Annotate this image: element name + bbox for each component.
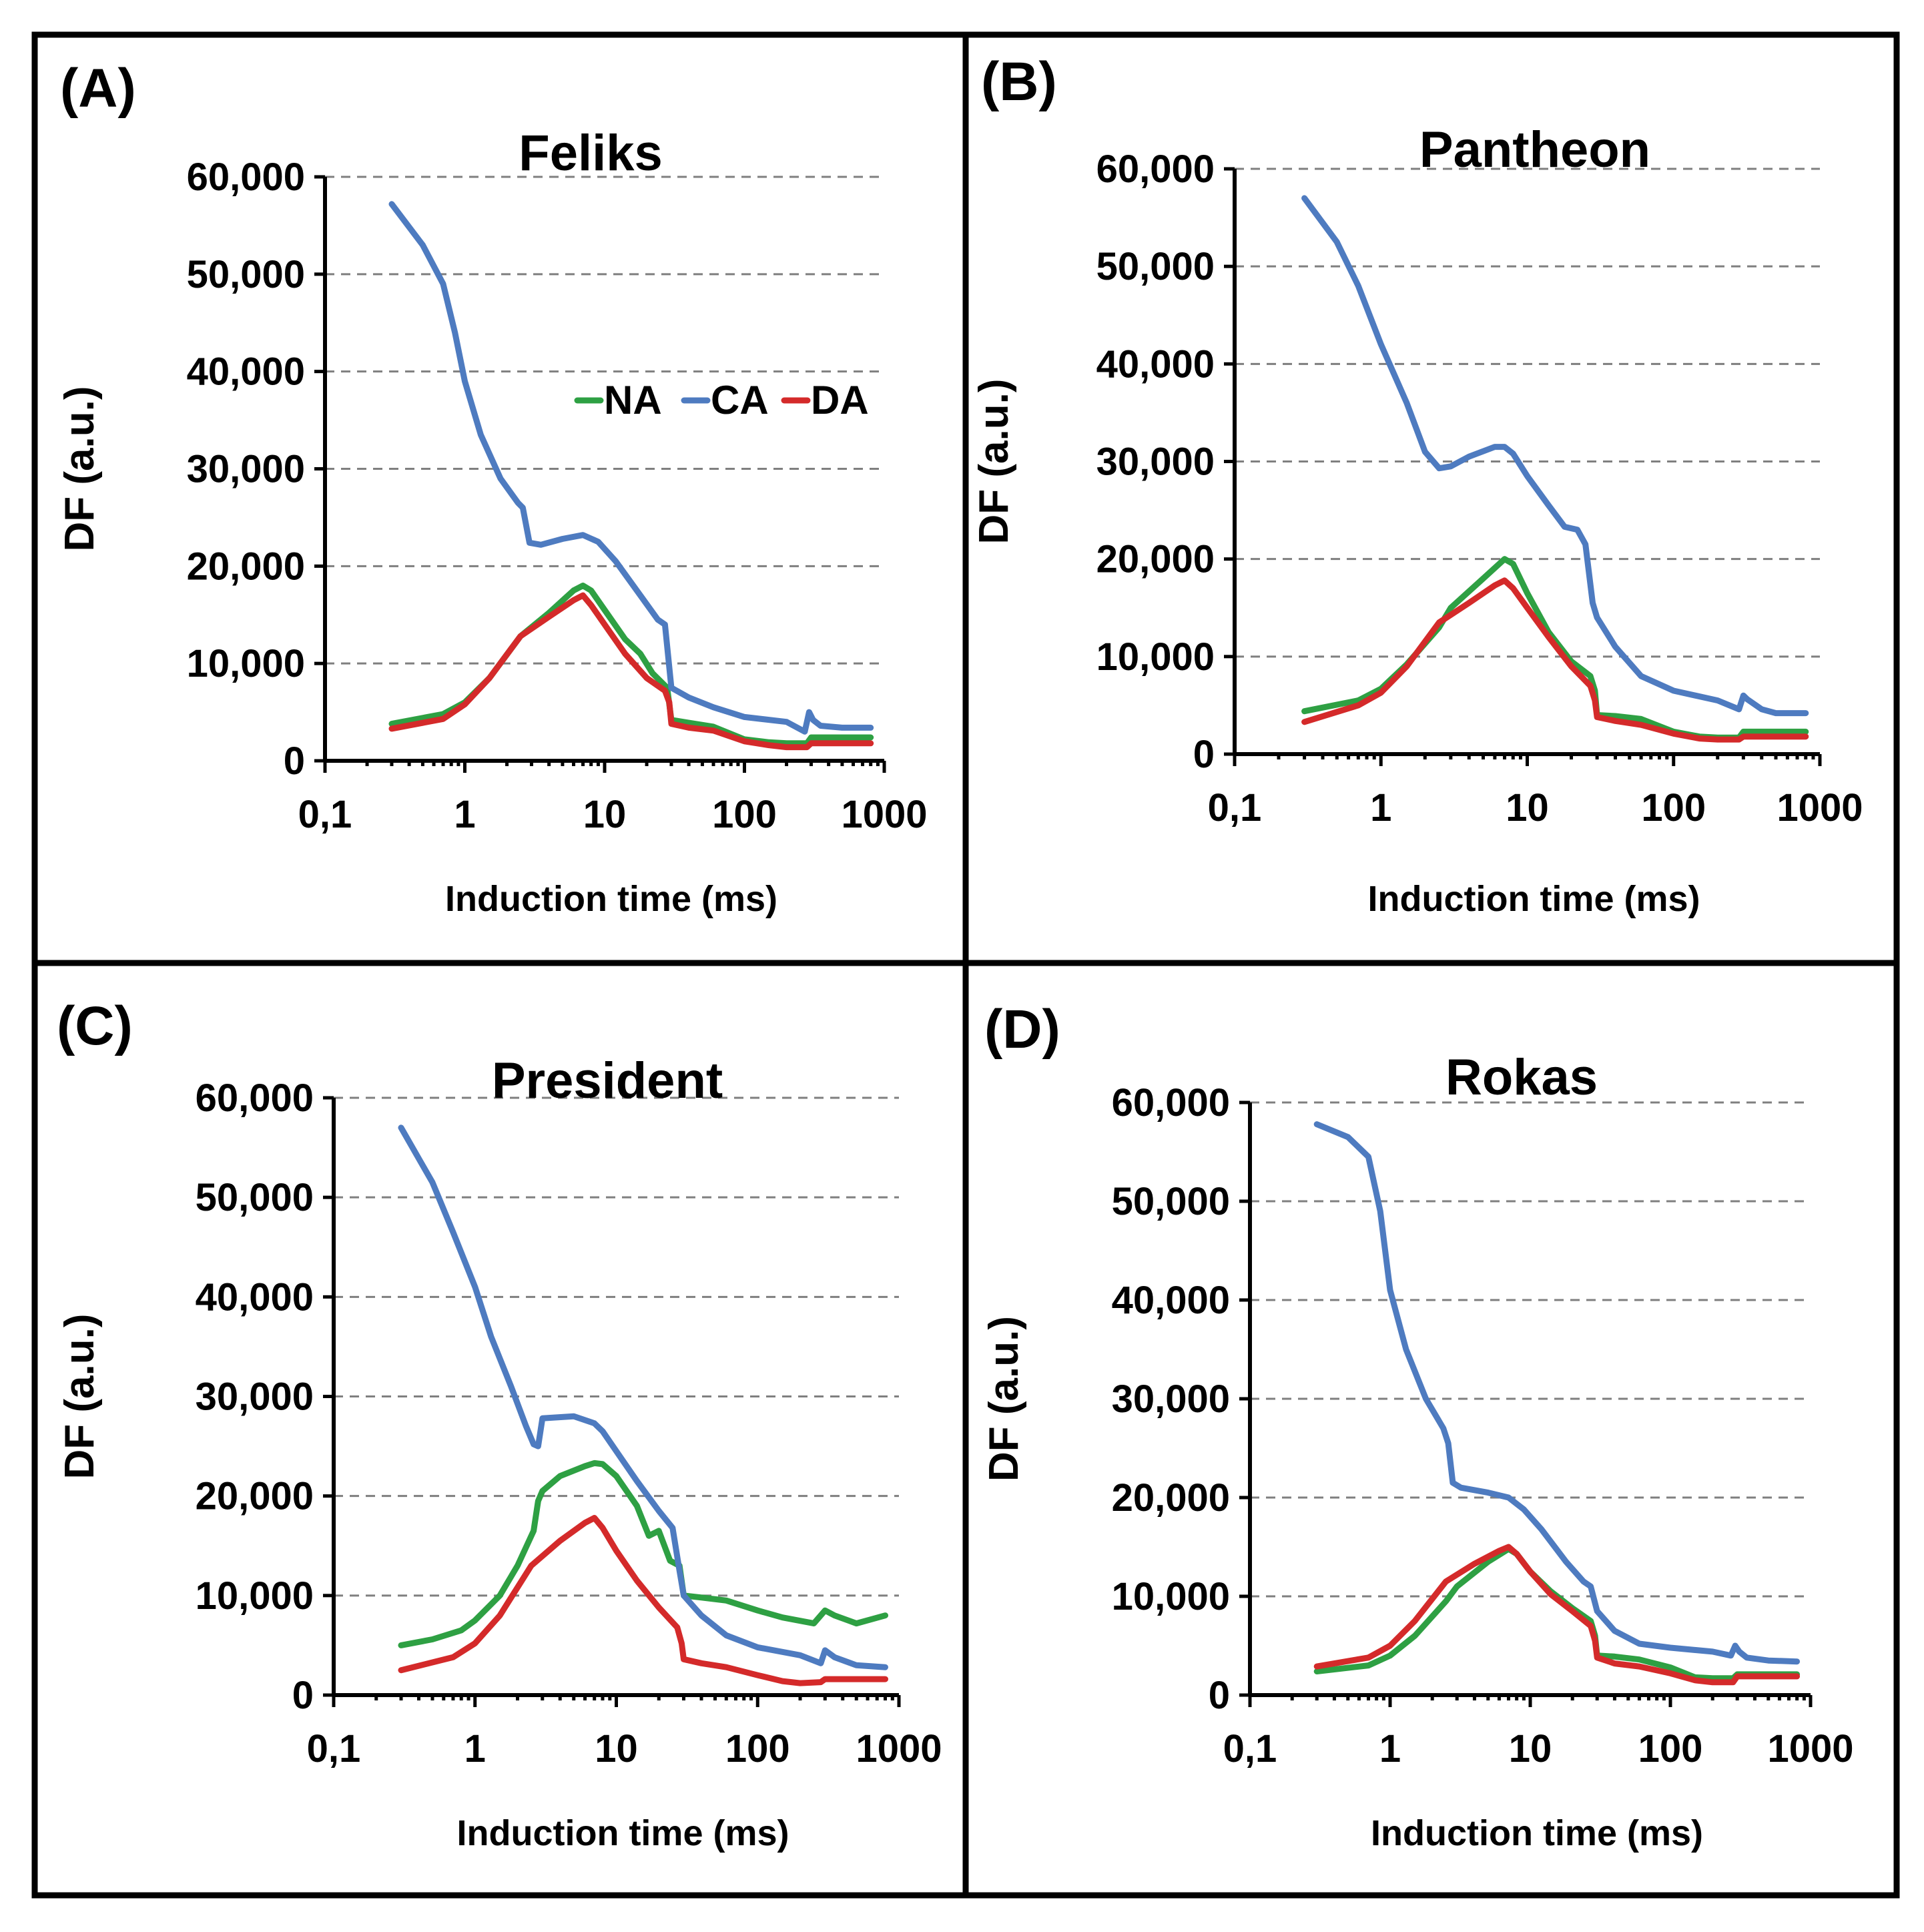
panel-label: (C) xyxy=(57,996,133,1056)
legend-label-ca: CA xyxy=(711,378,769,422)
x-tick-label: 1 xyxy=(464,1727,486,1770)
series-line-ca xyxy=(1301,195,1809,717)
chart-panel-3: 0 10,000 20,000 30,000 40,000 50,000 60,000 0,1… xyxy=(57,996,942,1853)
x-axis-label: Induction time (ms) xyxy=(1368,879,1700,919)
x-tick-label: 10 xyxy=(595,1727,638,1770)
y-tick-label: 40,000 xyxy=(196,1275,314,1319)
y-tick-label: 20,000 xyxy=(196,1475,314,1518)
series-line-da xyxy=(398,1515,888,1686)
y-tick-label: 50,000 xyxy=(1096,245,1215,288)
x-tick-label: 0,1 xyxy=(307,1727,361,1770)
x-axis-label: Induction time (ms) xyxy=(445,879,777,919)
series-line-ca xyxy=(1313,1121,1801,1665)
series-line-na xyxy=(1313,1546,1801,1682)
y-tick-label: 10,000 xyxy=(1096,635,1215,679)
series-line-ca xyxy=(398,1124,888,1670)
y-tick-label: 30,000 xyxy=(187,448,305,491)
series-line-da xyxy=(388,592,874,751)
x-tick-label: 0,1 xyxy=(1223,1727,1277,1770)
x-tick-label: 1 xyxy=(1370,786,1391,830)
panel-label: (D) xyxy=(984,999,1060,1060)
y-tick-label: 0 xyxy=(1193,733,1215,776)
legend: NA CA DA xyxy=(574,378,869,422)
y-tick-label: 60,000 xyxy=(187,155,305,199)
chart-title: Pantheon xyxy=(1419,121,1650,178)
chart-title: Rokas xyxy=(1446,1049,1598,1106)
y-tick-label: 40,000 xyxy=(1112,1279,1230,1322)
x-tick-label: 100 xyxy=(725,1727,790,1770)
y-axis-label: DF (a.u.) xyxy=(57,386,103,552)
y-tick-label: 60,000 xyxy=(1112,1081,1230,1124)
x-tick-label: 10 xyxy=(583,793,627,836)
x-tick-label: 1000 xyxy=(1767,1727,1853,1770)
legend-label-na: NA xyxy=(604,378,662,422)
chart-title: Feliks xyxy=(519,125,662,182)
y-tick-label: 20,000 xyxy=(1112,1476,1230,1520)
x-axis-label: Induction time (ms) xyxy=(457,1813,789,1853)
series-line-da xyxy=(1313,1544,1801,1686)
chart-panel-4: 0 10,000 20,000 30,000 40,000 50,000 60,000 0,1… xyxy=(981,999,1854,1853)
y-tick-label: 50,000 xyxy=(196,1176,314,1219)
y-tick-label: 40,000 xyxy=(1096,342,1215,386)
x-tick-label: 100 xyxy=(1641,786,1706,830)
y-tick-label: 30,000 xyxy=(196,1375,314,1419)
y-tick-label: 30,000 xyxy=(1112,1377,1230,1421)
x-tick-label: 100 xyxy=(712,793,777,836)
y-tick-label: 40,000 xyxy=(187,350,305,394)
y-tick-label: 10,000 xyxy=(1112,1575,1230,1618)
legend-label-da: DA xyxy=(811,378,869,422)
y-tick-label: 50,000 xyxy=(1112,1180,1230,1223)
y-tick-label: 30,000 xyxy=(1096,440,1215,484)
y-axis-label: DF (a.u.) xyxy=(971,379,1017,545)
panel-label: (A) xyxy=(60,58,136,119)
chart-panel-1: 0 10,000 20,000 30,000 40,000 50,000 60,000 0,1… xyxy=(57,58,928,919)
x-axis-label: Induction time (ms) xyxy=(1371,1813,1703,1853)
series-line-na xyxy=(398,1460,888,1648)
series-line-da xyxy=(1301,577,1809,743)
y-tick-label: 60,000 xyxy=(1096,147,1215,191)
y-tick-label: 10,000 xyxy=(196,1574,314,1618)
chart-panel-2: 0 10,000 20,000 30,000 40,000 50,000 60,000 0,1… xyxy=(971,51,1863,919)
y-tick-label: 60,000 xyxy=(196,1076,314,1120)
y-axis-label: DF (a.u.) xyxy=(57,1314,103,1480)
y-tick-label: 0 xyxy=(284,739,305,783)
y-tick-label: 50,000 xyxy=(187,253,305,296)
x-tick-label: 10 xyxy=(1509,1727,1552,1770)
chart-title: President xyxy=(492,1052,723,1109)
x-tick-label: 0,1 xyxy=(1208,786,1262,830)
series-line-ca xyxy=(388,201,874,735)
x-tick-label: 1 xyxy=(454,793,475,836)
x-tick-label: 0,1 xyxy=(298,793,352,836)
panel-label: (B) xyxy=(981,51,1057,112)
y-tick-label: 0 xyxy=(292,1674,314,1717)
y-tick-label: 20,000 xyxy=(1096,538,1215,581)
x-tick-label: 10 xyxy=(1506,786,1549,830)
x-tick-label: 1000 xyxy=(841,793,927,836)
y-axis-label: DF (a.u.) xyxy=(981,1316,1027,1482)
x-tick-label: 1 xyxy=(1379,1727,1401,1770)
x-tick-label: 1000 xyxy=(1777,786,1863,830)
y-tick-label: 20,000 xyxy=(187,545,305,588)
x-tick-label: 1000 xyxy=(856,1727,942,1770)
x-tick-label: 100 xyxy=(1638,1727,1703,1770)
y-tick-label: 10,000 xyxy=(187,642,305,685)
y-tick-label: 0 xyxy=(1209,1674,1230,1717)
